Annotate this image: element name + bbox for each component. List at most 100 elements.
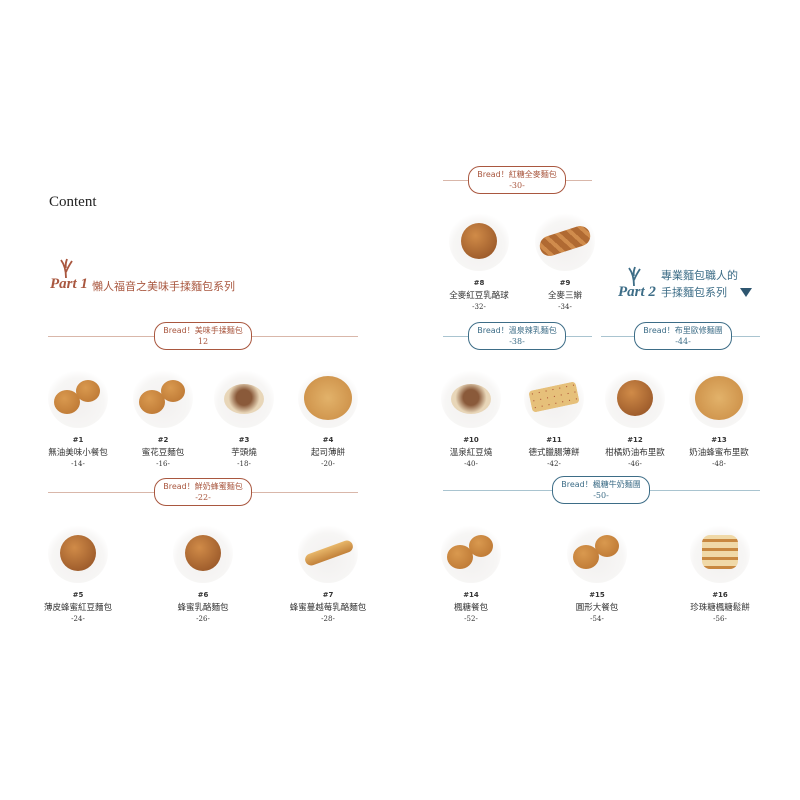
menu-item[interactable]: #6 蜂蜜乳酪麵包 -26-	[148, 523, 258, 623]
section-title: Bread！美味手揉麵包	[163, 326, 243, 335]
bread-photo	[298, 523, 358, 583]
menu-item[interactable]: #5 薄皮蜂蜜紅豆麵包 -24-	[23, 523, 133, 623]
section-link[interactable]: Bread！楓糖牛奶麵團 -50-	[552, 476, 650, 504]
item-page: -54-	[590, 615, 604, 623]
item-name: 柑橘奶油布里歐	[605, 448, 665, 458]
section-title: Bread！鮮奶蜂蜜麵包	[163, 482, 243, 491]
item-page: -14-	[71, 460, 85, 468]
item-number: #14	[463, 591, 479, 599]
bread-photo	[173, 523, 233, 583]
item-number: #1	[72, 436, 84, 444]
menu-item[interactable]: #12 柑橘奶油布里歐 -46-	[580, 368, 690, 468]
menu-item[interactable]: #11 德式臘腸薄餅 -42-	[499, 368, 609, 468]
item-name: 德式臘腸薄餅	[528, 448, 580, 458]
item-name: 蜜花豆麵包	[141, 448, 185, 458]
section-page: 12	[197, 337, 209, 346]
item-name: 全麥三辮	[547, 291, 582, 301]
wheat-icon	[58, 258, 74, 282]
item-name: 奶油蜂蜜布里歐	[689, 448, 749, 458]
page-title: Content	[49, 194, 97, 210]
item-number: #10	[463, 436, 479, 444]
item-page: -32-	[472, 303, 486, 311]
menu-item[interactable]: #3 芋頭燒 -18-	[189, 368, 299, 468]
section-page: -22-	[195, 493, 211, 502]
part1-label: Part 1	[50, 276, 88, 292]
item-name: 起司薄餅	[310, 448, 345, 458]
item-name: 全麥紅豆乳酪球	[449, 291, 509, 301]
part2-label: Part 2	[618, 284, 656, 300]
item-number: #15	[589, 591, 605, 599]
bread-photo	[48, 368, 108, 428]
menu-item[interactable]: #15 圓形大餐包 -54-	[542, 523, 652, 623]
item-number: #16	[712, 591, 728, 599]
item-page: -18-	[237, 460, 251, 468]
bread-photo	[449, 211, 509, 271]
item-number: #9	[559, 279, 571, 287]
section-page: -38-	[509, 337, 525, 346]
menu-item[interactable]: #4 起司薄餅 -20-	[273, 368, 383, 468]
section-page: -30-	[509, 181, 525, 190]
item-name: 溫泉紅豆燒	[449, 448, 493, 458]
bread-photo	[441, 523, 501, 583]
bread-photo	[535, 211, 595, 271]
menu-item[interactable]: #16 珍珠糖楓糖鬆餅 -56-	[665, 523, 775, 623]
section-link[interactable]: Bread！紅糖全麥麵包 -30-	[468, 166, 566, 194]
item-page: -26-	[196, 615, 210, 623]
item-number: #12	[627, 436, 643, 444]
section-title: Bread！紅糖全麥麵包	[477, 170, 557, 179]
menu-item[interactable]: #8 全麥紅豆乳酪球 -32-	[424, 211, 534, 311]
item-page: -46-	[628, 460, 642, 468]
section-title: Bread！溫泉辣乳麵包	[477, 326, 557, 335]
triangle-down-icon	[740, 288, 752, 297]
item-name: 楓糖餐包	[453, 603, 488, 613]
section-link[interactable]: Bread！美味手揉麵包 12	[154, 322, 252, 350]
item-name: 蜂蜜蔓越莓乳酪麵包	[289, 603, 367, 613]
section-title: Bread！楓糖牛奶麵團	[561, 480, 641, 489]
menu-item[interactable]: #9 全麥三辮 -34-	[510, 211, 620, 311]
item-name: 薄皮蜂蜜紅豆麵包	[43, 603, 112, 613]
section-link[interactable]: Bread！鮮奶蜂蜜麵包 -22-	[154, 478, 252, 506]
menu-item[interactable]: #7 蜂蜜蔓越莓乳酪麵包 -28-	[273, 523, 383, 623]
item-number: #7	[322, 591, 334, 599]
bread-photo	[524, 368, 584, 428]
bread-photo	[441, 368, 501, 428]
menu-item[interactable]: #10 溫泉紅豆燒 -40-	[416, 368, 526, 468]
menu-item[interactable]: #2 蜜花豆麵包 -16-	[108, 368, 218, 468]
item-name: 蜂蜜乳酪麵包	[177, 603, 229, 613]
item-page: -56-	[713, 615, 727, 623]
item-name: 無油美味小餐包	[48, 448, 108, 458]
item-number: #8	[473, 279, 485, 287]
item-number: #2	[157, 436, 169, 444]
bread-photo	[133, 368, 193, 428]
bread-photo	[605, 368, 665, 428]
item-page: -48-	[712, 460, 726, 468]
part2-title-line1: 專業麵包職人的	[661, 269, 738, 282]
item-name: 圓形大餐包	[575, 603, 619, 613]
menu-item[interactable]: #1 無油美味小餐包 -14-	[23, 368, 133, 468]
section-page: -50-	[593, 491, 609, 500]
item-page: -42-	[547, 460, 561, 468]
bread-photo	[214, 368, 274, 428]
item-page: -40-	[464, 460, 478, 468]
bread-photo	[567, 523, 627, 583]
bread-photo	[690, 523, 750, 583]
wheat-icon	[626, 266, 642, 290]
section-link[interactable]: Bread！溫泉辣乳麵包 -38-	[468, 322, 566, 350]
item-number: #11	[546, 436, 562, 444]
item-number: #5	[72, 591, 84, 599]
item-name: 珍珠糖楓糖鬆餅	[690, 603, 750, 613]
bread-photo	[298, 368, 358, 428]
item-number: #3	[238, 436, 250, 444]
menu-item[interactable]: #13 奶油蜂蜜布里歐 -48-	[664, 368, 774, 468]
item-name: 芋頭燒	[231, 448, 257, 458]
section-link[interactable]: Bread！布里歐修麵團 -44-	[634, 322, 732, 350]
item-page: -34-	[558, 303, 572, 311]
bread-photo	[689, 368, 749, 428]
item-number: #4	[322, 436, 334, 444]
menu-item[interactable]: #14 楓糖餐包 -52-	[416, 523, 526, 623]
item-page: -20-	[321, 460, 335, 468]
item-page: -16-	[156, 460, 170, 468]
item-page: -52-	[464, 615, 478, 623]
item-number: #6	[197, 591, 209, 599]
bread-photo	[48, 523, 108, 583]
